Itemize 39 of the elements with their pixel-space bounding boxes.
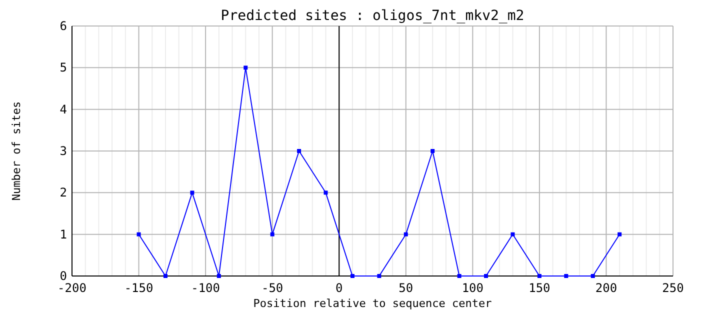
point: [270, 232, 274, 236]
y-axis-title: Number of sites: [10, 101, 23, 201]
point: [244, 66, 248, 70]
point: [457, 274, 462, 278]
point: [510, 232, 515, 236]
point: [377, 274, 382, 278]
x-tick-label: 150: [528, 281, 550, 295]
point: [564, 274, 568, 278]
x-tick-label: -200: [58, 281, 86, 295]
point: [430, 149, 435, 153]
x-tick-label: 250: [662, 281, 684, 295]
point: [136, 232, 141, 236]
y-tick-label: 4: [60, 102, 67, 116]
x-tick-label: -50: [261, 281, 284, 295]
chart-title: Predicted sites : oligos_7nt_mkv2_m2: [220, 8, 524, 24]
point: [484, 274, 488, 278]
point: [537, 274, 542, 278]
y-tick-label: 1: [60, 227, 67, 242]
x-tick-label: 0: [335, 281, 343, 295]
point: [297, 149, 302, 153]
point: [590, 274, 595, 278]
point: [163, 274, 168, 278]
y-tick-label: 5: [60, 60, 67, 75]
point: [324, 190, 328, 195]
y-tick-label: 6: [60, 19, 67, 33]
x-tick-label: -150: [124, 281, 154, 295]
point: [404, 232, 408, 236]
x-axis-title: Position relative to sequence center: [253, 297, 492, 310]
x-tick-label: 50: [398, 281, 414, 295]
y-tick-label: 2: [60, 186, 67, 200]
x-tick-label: -100: [191, 281, 220, 295]
point: [618, 232, 622, 236]
y-tick-label: 3: [60, 144, 67, 158]
point: [216, 274, 221, 278]
x-tick-label: 100: [462, 281, 484, 295]
x-tick-label: 200: [595, 281, 618, 295]
point: [190, 190, 194, 195]
y-tick-label: 0: [60, 269, 67, 283]
point: [350, 274, 354, 278]
